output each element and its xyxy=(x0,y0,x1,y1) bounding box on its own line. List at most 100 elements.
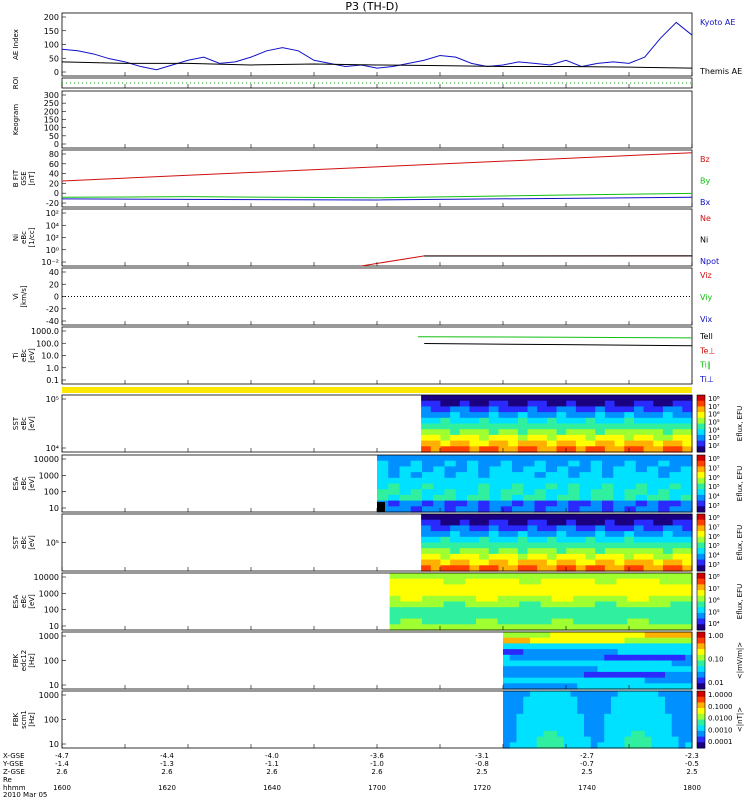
spec-cell xyxy=(486,607,499,614)
spec-cell xyxy=(440,406,451,413)
spec-cell xyxy=(631,654,639,662)
spec-cell xyxy=(595,548,606,555)
spec-cell xyxy=(653,536,664,544)
y-tick-label: 1000 xyxy=(39,691,59,700)
spec-cell xyxy=(617,660,626,667)
spec-cell xyxy=(662,395,674,402)
legend-Ne: Ne xyxy=(700,214,711,223)
spec-cell xyxy=(517,559,529,566)
legend-Ni: Ni xyxy=(700,236,708,245)
ylabel-line: Vi xyxy=(12,293,20,300)
spec-cell xyxy=(537,395,548,402)
colorbar-tick: 10⁴ xyxy=(708,552,720,560)
spec-cell xyxy=(488,559,500,566)
x-col-value: -2.7 xyxy=(580,752,594,760)
spec-cell xyxy=(653,553,664,561)
spec-cell xyxy=(638,612,650,620)
spec-cell xyxy=(624,671,632,679)
spec-cell xyxy=(469,525,480,532)
spec-cell xyxy=(508,601,520,608)
spec-cell xyxy=(467,477,479,485)
spec-cell xyxy=(613,472,626,479)
spec-cell xyxy=(497,595,509,603)
spec-cell xyxy=(545,455,558,462)
spec-cell xyxy=(624,542,635,549)
spec-cell xyxy=(643,423,654,430)
spec-cell xyxy=(556,417,567,425)
spec-cell xyxy=(671,632,680,639)
colorbar-cell xyxy=(697,406,705,410)
spec-cell xyxy=(450,406,461,413)
spec-cell xyxy=(551,601,563,608)
spec-cell xyxy=(658,506,671,513)
spec-cell xyxy=(422,489,434,496)
x-col-value: -0.8 xyxy=(475,760,489,768)
spec-cell xyxy=(635,477,648,485)
spec-cell xyxy=(595,514,606,521)
spec-cell xyxy=(486,618,499,625)
spec-cell xyxy=(613,489,626,496)
spec-cell xyxy=(644,666,653,673)
x-col-value: -0.5 xyxy=(685,760,699,768)
spec-cell xyxy=(443,607,455,614)
spec-cell xyxy=(550,654,558,662)
spec-cell xyxy=(605,590,617,597)
spec-cell xyxy=(543,643,551,650)
spec-cell xyxy=(527,565,538,572)
spec-cell xyxy=(590,649,599,656)
colorbar-tick: 0.10 xyxy=(708,656,724,664)
spec-cell xyxy=(563,736,572,743)
colorbar-cell xyxy=(697,519,705,524)
spec-cell xyxy=(624,477,637,485)
y-tick-label: -20 xyxy=(46,305,59,314)
spec-cell xyxy=(662,434,674,442)
colorbar-cell xyxy=(697,736,705,740)
spec-cell xyxy=(577,671,585,679)
spec-cell xyxy=(516,660,524,667)
spec-cell xyxy=(633,429,645,436)
spec-cell xyxy=(537,553,548,561)
spec-cell xyxy=(479,400,490,407)
spec-cell xyxy=(658,460,671,467)
spec-cell xyxy=(432,618,445,625)
spec-cell xyxy=(659,624,671,631)
spec-dark-block xyxy=(377,502,385,512)
x-col-value: 1720 xyxy=(473,784,491,792)
spec-cell xyxy=(669,506,682,513)
spec-cell xyxy=(509,643,518,650)
spec-cell xyxy=(665,654,673,662)
spec-cell xyxy=(459,548,471,555)
spec-cell xyxy=(527,417,538,425)
spec-cell xyxy=(498,429,509,436)
colorbar-cell xyxy=(697,397,705,402)
spec-cell xyxy=(389,607,401,614)
spec-cell xyxy=(594,584,607,591)
spec-cell xyxy=(577,725,585,732)
spec-cell xyxy=(590,671,599,679)
spec-cell xyxy=(550,719,558,726)
spec-cell xyxy=(579,472,592,479)
spec-cell xyxy=(388,506,401,513)
spec-cell xyxy=(651,736,659,743)
series-Tell xyxy=(424,343,693,347)
spec-cell xyxy=(570,736,578,743)
spec-cell xyxy=(670,618,682,625)
spec-cell xyxy=(430,412,442,419)
colorbar-cell xyxy=(697,666,705,670)
spec-cell xyxy=(627,601,639,608)
spec-cell xyxy=(421,395,432,402)
spec-cell xyxy=(388,489,401,496)
spec-cell xyxy=(517,553,529,561)
spec-cell xyxy=(488,548,500,555)
spec-cell xyxy=(590,677,599,684)
spec-cell xyxy=(509,736,518,743)
colorbar-tick: 10² xyxy=(708,442,720,450)
spec-cell xyxy=(611,691,619,698)
panel-ylabel: AE Index xyxy=(12,29,20,60)
spec-cell xyxy=(540,618,553,625)
series-Bx xyxy=(61,196,693,201)
spec-cell xyxy=(662,531,674,538)
spec-cell xyxy=(602,506,614,513)
y-tick-label: 10⁴ xyxy=(46,444,59,453)
spec-cell xyxy=(562,590,574,597)
